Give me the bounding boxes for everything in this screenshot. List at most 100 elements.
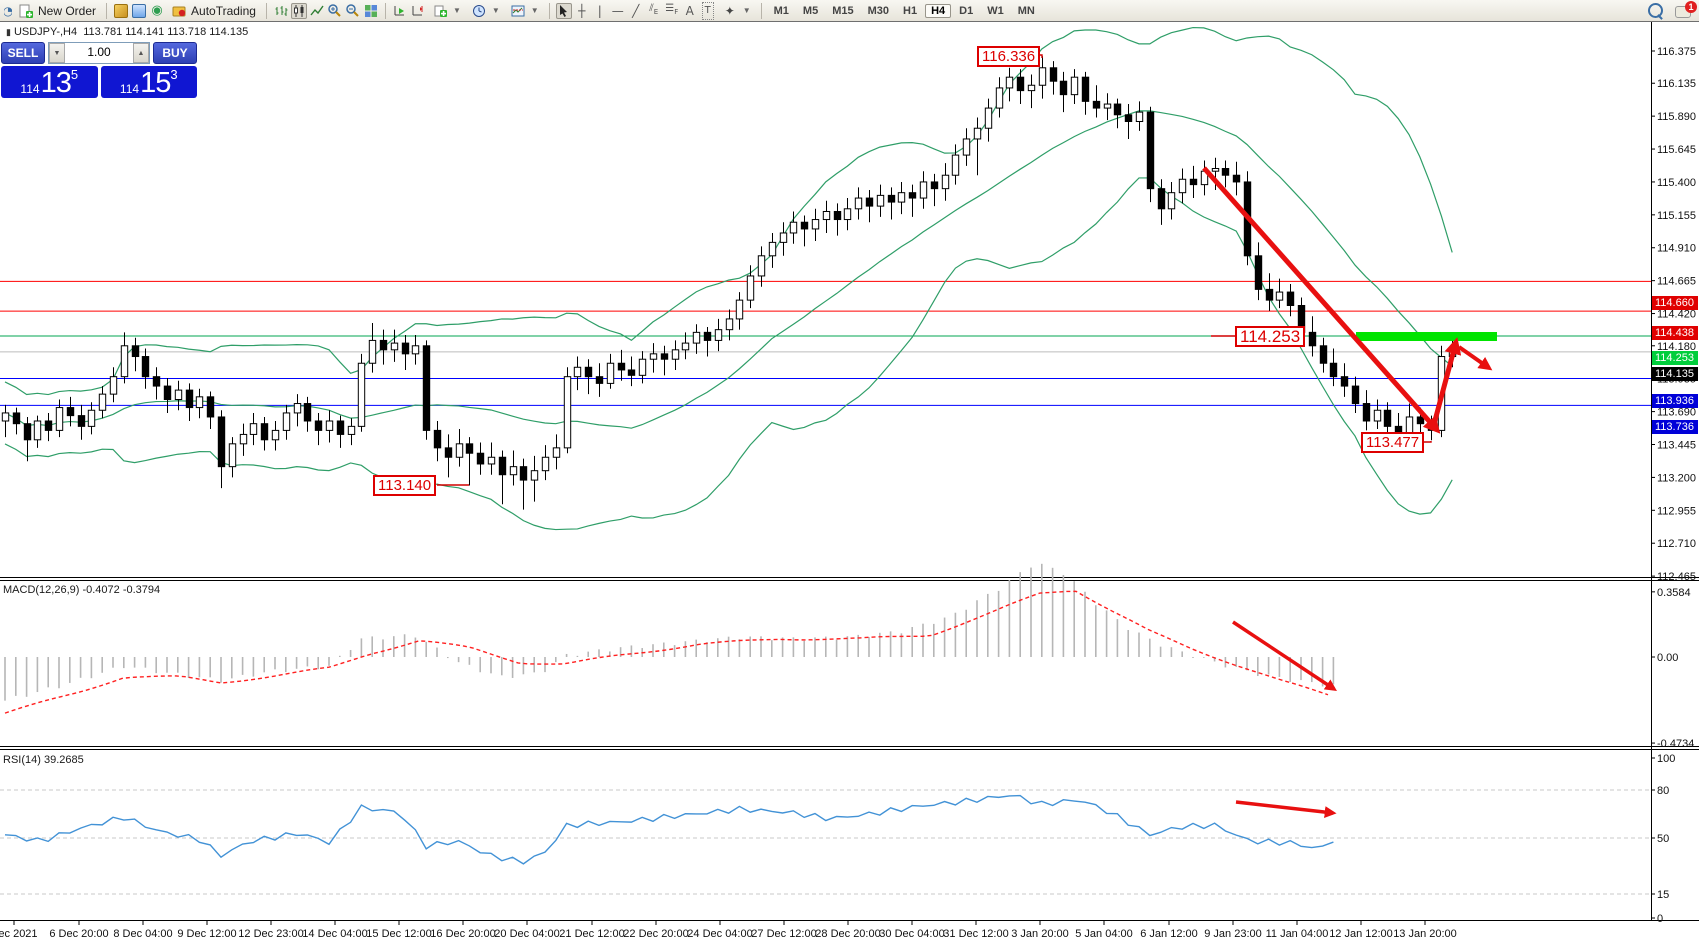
bid-price[interactable]: 114 13 5 bbox=[1, 66, 98, 98]
timeframe-MN[interactable]: MN bbox=[1017, 4, 1035, 17]
timeframe-W1[interactable]: W1 bbox=[987, 4, 1004, 17]
text-label-icon[interactable]: T bbox=[700, 1, 716, 20]
buy-button[interactable]: BUY bbox=[153, 42, 197, 64]
bar-chart-icon[interactable] bbox=[273, 3, 289, 19]
clock-icon bbox=[471, 3, 487, 19]
ask-sup: 3 bbox=[170, 67, 178, 82]
fibonacci-icon[interactable]: ☰F bbox=[665, 3, 679, 16]
clipped-icon[interactable]: ◔ bbox=[4, 3, 12, 18]
dropdown-caret-icon: ▼ bbox=[530, 6, 539, 15]
cursor-icon[interactable] bbox=[555, 2, 572, 19]
sell-button[interactable]: SELL bbox=[1, 42, 45, 64]
axis-price-label: 113.736 bbox=[1652, 420, 1698, 435]
price-axis-ticks: 116.375 116.135 115.890 115.645 115.400 115.1… bbox=[0, 46, 1696, 925]
autotrading-button[interactable]: AutoTrading bbox=[167, 2, 260, 20]
candlestick-chart-icon[interactable] bbox=[290, 2, 307, 19]
svg-text:31 Dec 12:00: 31 Dec 12:00 bbox=[943, 928, 1008, 940]
volume-up-button[interactable]: ▲ bbox=[133, 43, 149, 63]
svg-text:8 Dec 04:00: 8 Dec 04:00 bbox=[113, 928, 172, 940]
candlesticks bbox=[1, 56, 1457, 510]
periods-button[interactable]: ▼ bbox=[467, 2, 504, 20]
timeframe-D1[interactable]: D1 bbox=[959, 4, 974, 17]
timeframe-bar: M1 M5 M15 M30 H1 H4 D1 W1 MN bbox=[768, 3, 1041, 18]
timeframe-M1[interactable]: M1 bbox=[773, 4, 789, 17]
svg-text:14 Dec 04:00: 14 Dec 04:00 bbox=[302, 928, 367, 940]
search-icon[interactable] bbox=[1647, 3, 1663, 19]
timeframe-H4[interactable]: H4 bbox=[925, 3, 952, 18]
crosshair-icon[interactable]: ┼ bbox=[578, 3, 586, 18]
separator bbox=[548, 2, 550, 19]
trendline-icon[interactable]: ╱ bbox=[632, 3, 640, 18]
svg-text:112.710: 112.710 bbox=[1657, 538, 1696, 550]
vertical-line-icon[interactable]: | bbox=[597, 3, 602, 18]
separator bbox=[760, 2, 762, 19]
market-watch-icon[interactable] bbox=[113, 3, 129, 19]
support-zone-bar[interactable] bbox=[1356, 332, 1497, 341]
svg-text:50: 50 bbox=[1657, 833, 1669, 845]
timeframe-M30[interactable]: M30 bbox=[867, 4, 890, 17]
price-annotation-label[interactable]: 116.336 bbox=[977, 46, 1041, 67]
timeframe-M15[interactable]: M15 bbox=[832, 4, 854, 17]
text-icon[interactable]: A bbox=[685, 3, 694, 18]
chart-shift-icon[interactable] bbox=[410, 3, 426, 19]
new-order-label: New Order bbox=[38, 3, 97, 18]
new-order-button[interactable]: New Order bbox=[14, 2, 100, 20]
svg-text:116.375: 116.375 bbox=[1657, 46, 1696, 58]
notification-badge: 1 bbox=[1685, 0, 1697, 13]
svg-text:115.890: 115.890 bbox=[1657, 111, 1696, 123]
axis-price-label: 114.438 bbox=[1652, 326, 1698, 341]
chart-canvas[interactable]: 116.375 116.135 115.890 115.645 115.400 115.1… bbox=[0, 22, 1699, 943]
dropdown-caret-icon: ▼ bbox=[742, 6, 751, 15]
svg-text:6 Jan 12:00: 6 Jan 12:00 bbox=[1140, 928, 1198, 940]
one-click-trade-panel: SELL ▼ 1.00 ▲ BUY 114 13 5 114 15 3 bbox=[1, 42, 197, 98]
svg-text:-0.4734: -0.4734 bbox=[1657, 738, 1694, 750]
trend-arrows[interactable] bbox=[1202, 166, 1493, 818]
timeframe-M5[interactable]: M5 bbox=[802, 4, 819, 17]
rsi-line bbox=[4, 794, 1334, 865]
svg-text:9 Dec 12:00: 9 Dec 12:00 bbox=[177, 928, 236, 940]
volume-value[interactable]: 1.00 bbox=[87, 45, 111, 59]
line-chart-icon[interactable] bbox=[309, 3, 325, 19]
zoom-out-icon[interactable] bbox=[345, 3, 361, 19]
svg-text:0.3584: 0.3584 bbox=[1657, 587, 1691, 599]
templates-button[interactable]: ▼ bbox=[506, 2, 543, 20]
svg-text:12 Dec 23:00: 12 Dec 23:00 bbox=[238, 928, 303, 940]
arrows-button[interactable]: ✦ ▼ bbox=[718, 2, 755, 20]
add-indicator-icon bbox=[432, 3, 448, 19]
svg-text:0.00: 0.00 bbox=[1657, 652, 1678, 664]
ask-prefix: 114 bbox=[119, 82, 140, 96]
bid-big: 13 bbox=[40, 67, 72, 99]
time-axis: Dec 2021 6 Dec 20:00 8 Dec 04:00 9 Dec 12:0… bbox=[0, 921, 1457, 940]
new-order-icon bbox=[18, 3, 34, 19]
symbol-info-text: USDJPY-,H4 113.781 114.141 113.718 114.1… bbox=[13, 26, 249, 38]
notifications-icon[interactable]: 1 bbox=[1675, 0, 1697, 19]
svg-text:112.955: 112.955 bbox=[1657, 505, 1696, 517]
terminal-icon[interactable]: ◉ bbox=[151, 2, 163, 18]
indicators-button[interactable]: ▼ bbox=[428, 2, 465, 20]
equidistant-channel-icon[interactable]: ⫽E bbox=[649, 3, 659, 16]
ask-price[interactable]: 114 15 3 bbox=[100, 66, 197, 98]
price-annotation-label[interactable]: 114.253 bbox=[1235, 326, 1306, 347]
auto-scroll-icon[interactable] bbox=[392, 3, 408, 19]
label-connector bbox=[1040, 54, 1043, 58]
template-icon bbox=[510, 3, 526, 19]
shapes-icon: ✦ bbox=[724, 3, 735, 18]
volume-down-button[interactable]: ▼ bbox=[49, 43, 65, 63]
panel-frames bbox=[0, 22, 1699, 921]
separator bbox=[106, 2, 108, 19]
rsi-indicator-label: RSI(14) 39.2685 bbox=[3, 754, 84, 766]
data-window-icon[interactable] bbox=[131, 3, 147, 19]
tile-windows-icon[interactable] bbox=[363, 3, 379, 19]
bid-prefix: 114 bbox=[20, 82, 40, 96]
price-annotation-label[interactable]: 113.477 bbox=[1361, 432, 1425, 453]
timeframe-H1[interactable]: H1 bbox=[903, 4, 918, 17]
separator bbox=[265, 2, 267, 19]
zoom-in-icon[interactable] bbox=[327, 3, 343, 19]
svg-text:12 Jan 12:00: 12 Jan 12:00 bbox=[1329, 928, 1393, 940]
macd-indicator-label: MACD(12,26,9) -0.4072 -0.3794 bbox=[3, 584, 161, 596]
svg-text:113.445: 113.445 bbox=[1657, 439, 1696, 451]
price-annotation-label[interactable]: 113.140 bbox=[373, 475, 437, 496]
svg-text:21 Dec 12:00: 21 Dec 12:00 bbox=[559, 928, 624, 940]
horizontal-line-icon[interactable]: — bbox=[611, 3, 624, 18]
